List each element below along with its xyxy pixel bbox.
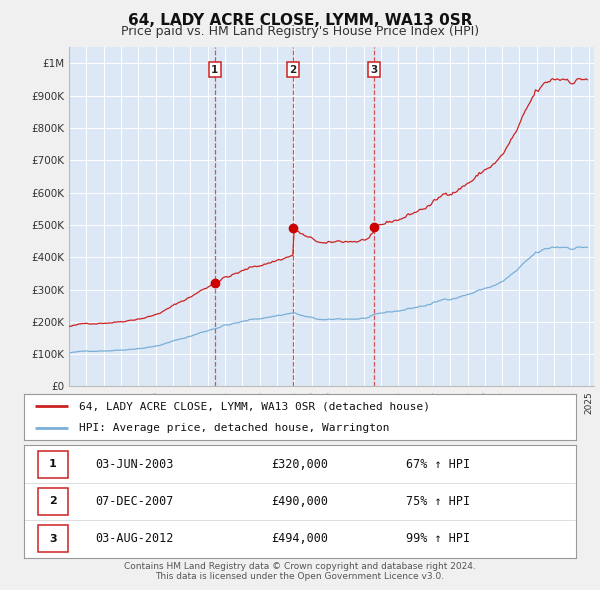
Text: 75% ↑ HPI: 75% ↑ HPI bbox=[406, 495, 470, 508]
Text: £490,000: £490,000 bbox=[271, 495, 329, 508]
Text: 3: 3 bbox=[49, 534, 57, 544]
Text: Price paid vs. HM Land Registry's House Price Index (HPI): Price paid vs. HM Land Registry's House … bbox=[121, 25, 479, 38]
Text: 99% ↑ HPI: 99% ↑ HPI bbox=[406, 532, 470, 545]
Text: Contains HM Land Registry data © Crown copyright and database right 2024.: Contains HM Land Registry data © Crown c… bbox=[124, 562, 476, 571]
Text: 64, LADY ACRE CLOSE, LYMM, WA13 0SR: 64, LADY ACRE CLOSE, LYMM, WA13 0SR bbox=[128, 13, 472, 28]
Text: HPI: Average price, detached house, Warrington: HPI: Average price, detached house, Warr… bbox=[79, 423, 390, 433]
Text: 03-JUN-2003: 03-JUN-2003 bbox=[95, 458, 173, 471]
Text: 1: 1 bbox=[49, 459, 57, 469]
Text: 67% ↑ HPI: 67% ↑ HPI bbox=[406, 458, 470, 471]
Text: 64, LADY ACRE CLOSE, LYMM, WA13 0SR (detached house): 64, LADY ACRE CLOSE, LYMM, WA13 0SR (det… bbox=[79, 401, 430, 411]
FancyBboxPatch shape bbox=[38, 488, 68, 515]
Text: £320,000: £320,000 bbox=[271, 458, 329, 471]
Text: 2: 2 bbox=[289, 65, 296, 75]
Text: 03-AUG-2012: 03-AUG-2012 bbox=[95, 532, 173, 545]
Text: £494,000: £494,000 bbox=[271, 532, 329, 545]
Text: 2: 2 bbox=[49, 497, 57, 506]
Text: This data is licensed under the Open Government Licence v3.0.: This data is licensed under the Open Gov… bbox=[155, 572, 445, 581]
FancyBboxPatch shape bbox=[38, 526, 68, 552]
Text: 1: 1 bbox=[211, 65, 218, 75]
Text: 07-DEC-2007: 07-DEC-2007 bbox=[95, 495, 173, 508]
Text: 3: 3 bbox=[370, 65, 377, 75]
FancyBboxPatch shape bbox=[38, 451, 68, 477]
